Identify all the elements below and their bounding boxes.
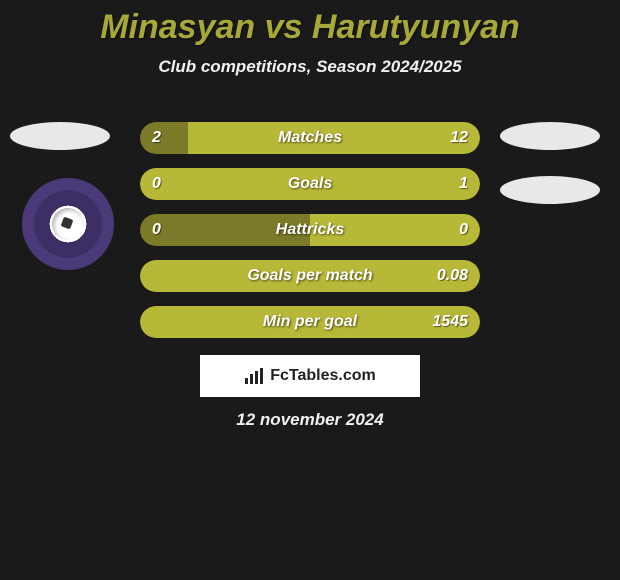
stat-label: Min per goal <box>263 313 357 331</box>
brand-text: FcTables.com <box>270 367 376 385</box>
stats-bars: 2 12 Matches 0 1 Goals 0 0 Hattricks 0.08 Goals pe… <box>140 122 480 352</box>
chart-icon <box>244 367 264 385</box>
stat-bar-goals-per-match: 0.08 Goals per match <box>140 260 480 292</box>
stat-label: Goals per match <box>247 267 372 285</box>
stat-value-left: 2 <box>152 129 161 147</box>
stat-value-right: 0 <box>459 221 468 239</box>
stat-value-right: 0.08 <box>437 267 468 285</box>
team-logo-right-placeholder-1 <box>500 122 600 150</box>
stat-value-left: 0 <box>152 175 161 193</box>
date-text: 12 november 2024 <box>236 410 383 430</box>
stat-bar-matches: 2 12 Matches <box>140 122 480 154</box>
bar-fill-left <box>140 122 188 154</box>
stat-value-left: 0 <box>152 221 161 239</box>
player-right-name: Harutyunyan <box>312 8 520 46</box>
stat-bar-min-per-goal: 1545 Min per goal <box>140 306 480 338</box>
stat-value-right: 12 <box>450 129 468 147</box>
stat-value-right: 1 <box>459 175 468 193</box>
vs-text: vs <box>265 8 303 46</box>
brand-box: FcTables.com <box>200 355 420 397</box>
club-badge <box>22 178 114 270</box>
stat-label: Matches <box>278 129 342 147</box>
team-logo-right-placeholder-2 <box>500 176 600 204</box>
page-title: Minasyan vs Harutyunyan <box>0 0 620 47</box>
stat-label: Goals <box>288 175 332 193</box>
subtitle: Club competitions, Season 2024/2025 <box>0 57 620 77</box>
stat-value-right: 1545 <box>432 313 468 331</box>
club-badge-inner <box>34 190 102 258</box>
team-logo-left-placeholder <box>10 122 110 150</box>
soccer-ball-icon <box>52 208 84 240</box>
stat-bar-goals: 0 1 Goals <box>140 168 480 200</box>
player-left-name: Minasyan <box>100 8 255 46</box>
stat-label: Hattricks <box>276 221 344 239</box>
stat-bar-hattricks: 0 0 Hattricks <box>140 214 480 246</box>
